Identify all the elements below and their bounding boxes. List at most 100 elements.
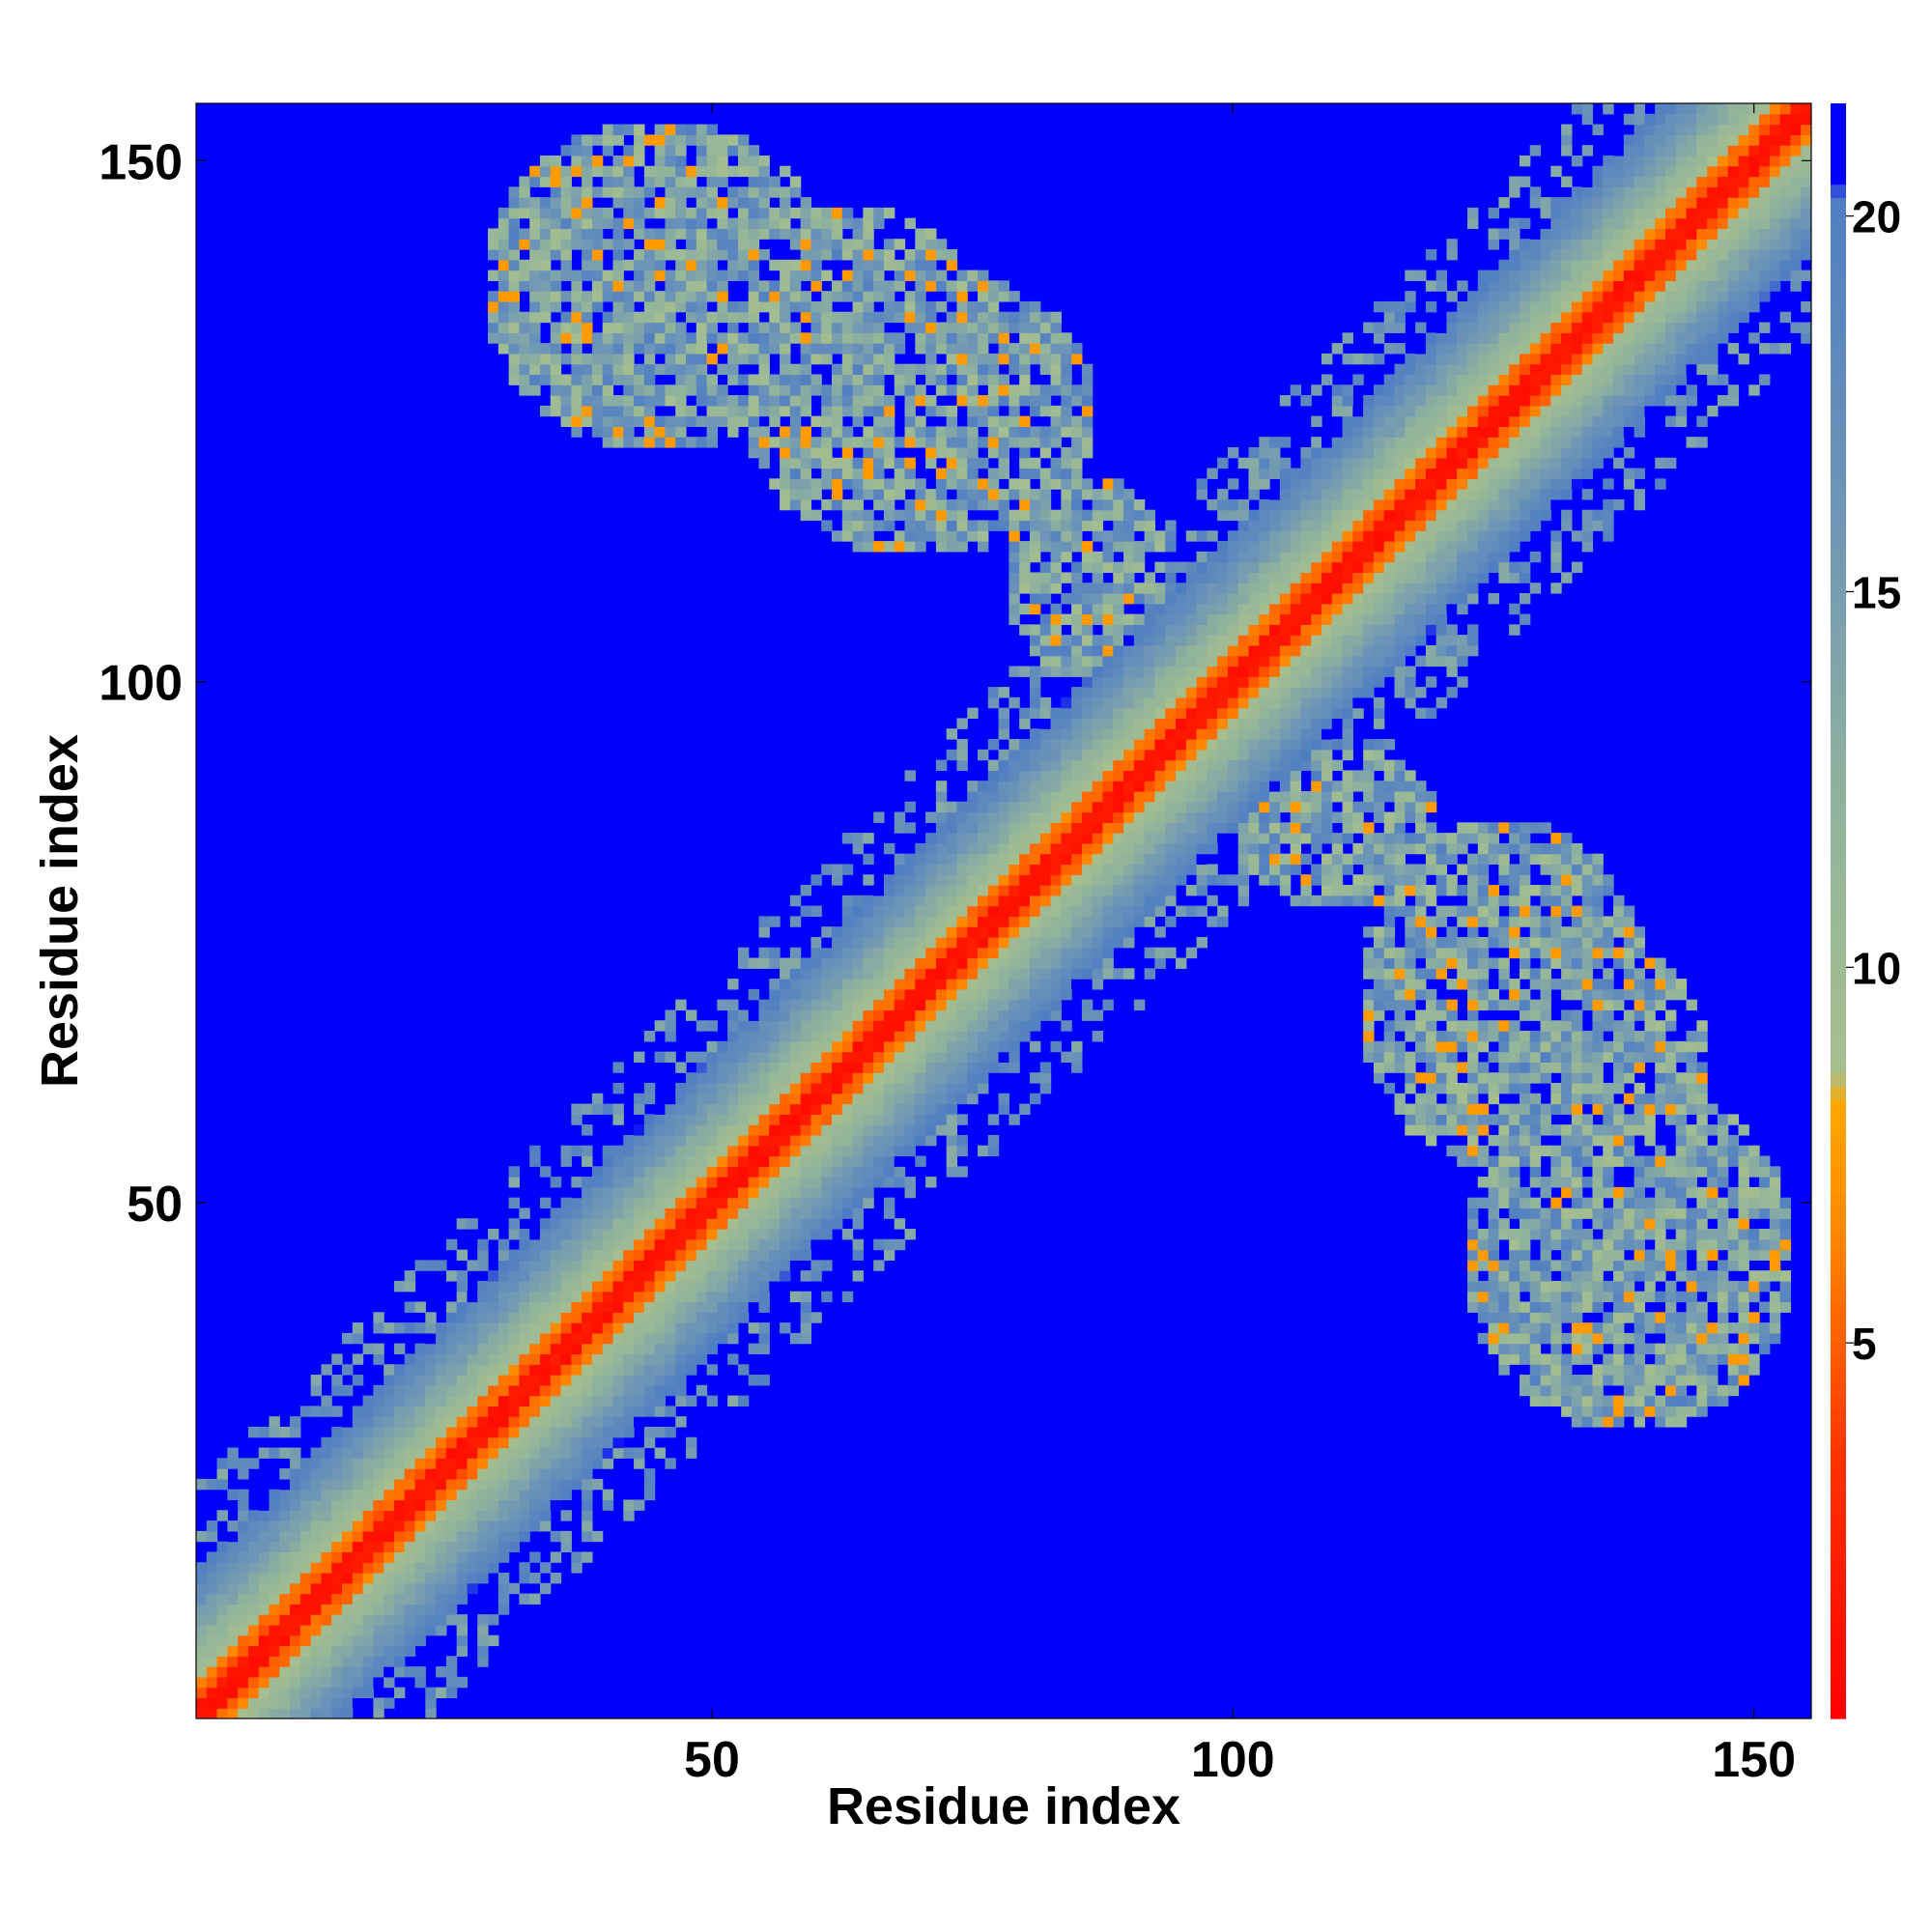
heatmap-cell	[1154, 624, 1166, 636]
heatmap-cell	[467, 1447, 478, 1459]
heatmap-cell	[362, 1447, 374, 1459]
heatmap-cell	[894, 1072, 906, 1084]
heatmap-cell	[1165, 833, 1177, 844]
heatmap-cell	[769, 395, 781, 407]
heatmap-cell	[758, 1009, 770, 1021]
heatmap-cell	[1165, 885, 1177, 896]
heatmap-cell	[915, 864, 926, 875]
heatmap-cell	[1039, 968, 1052, 980]
heatmap-cell	[1061, 749, 1072, 761]
heatmap-cell	[1050, 988, 1062, 1001]
heatmap-cell	[1071, 384, 1083, 396]
heatmap-cell	[1123, 749, 1135, 761]
heatmap-cell	[685, 1166, 697, 1178]
heatmap-cell	[602, 1426, 614, 1438]
heatmap-cell	[497, 1447, 510, 1459]
heatmap-cell	[841, 936, 854, 949]
heatmap-cell	[935, 437, 948, 448]
heatmap-cell	[1248, 790, 1260, 803]
heatmap-cell	[769, 343, 781, 355]
heatmap-cell	[1019, 478, 1031, 490]
heatmap-cell	[821, 1134, 833, 1147]
heatmap-cell	[925, 1124, 937, 1136]
heatmap-cell	[519, 207, 530, 219]
heatmap-cell	[290, 1572, 301, 1584]
heatmap-cell	[445, 1604, 458, 1615]
heatmap-cell	[1196, 655, 1208, 668]
heatmap-cell	[769, 405, 781, 417]
heatmap-cell	[393, 1530, 406, 1543]
heatmap-cell	[935, 280, 948, 292]
heatmap-cell	[310, 1645, 323, 1657]
heatmap-cell	[654, 270, 667, 281]
heatmap-cell	[1123, 551, 1135, 563]
heatmap-cell	[810, 1020, 822, 1032]
heatmap-cell	[685, 415, 697, 427]
heatmap-cell	[1092, 968, 1104, 980]
heatmap-cell	[1081, 790, 1094, 803]
heatmap-cell	[904, 1082, 916, 1094]
heatmap-cell	[654, 1208, 667, 1219]
heatmap-cell	[258, 1656, 270, 1667]
heatmap-cell	[780, 1145, 791, 1157]
heatmap-cell	[800, 1197, 812, 1209]
heatmap-cell	[331, 1489, 343, 1501]
heatmap-cell	[571, 1375, 582, 1386]
heatmap-cell	[1102, 666, 1114, 677]
heatmap-cell	[925, 999, 937, 1011]
heatmap-cell	[1061, 968, 1072, 980]
heatmap-cell	[1019, 395, 1031, 407]
heatmap-cell	[852, 1208, 864, 1219]
heatmap-cell	[675, 353, 687, 365]
heatmap-cell	[727, 1009, 739, 1021]
heatmap-cell	[852, 541, 864, 553]
heatmap-cell	[310, 1624, 323, 1636]
heatmap-cell	[591, 155, 604, 167]
heatmap-cell	[1009, 864, 1020, 875]
heatmap-cell	[967, 530, 979, 542]
heatmap-cell	[675, 1312, 687, 1323]
heatmap-cell	[362, 1541, 374, 1553]
heatmap-cell	[1081, 936, 1094, 949]
heatmap-cell	[321, 1364, 332, 1376]
heatmap-cell	[290, 1530, 301, 1543]
heatmap-cell	[227, 1520, 239, 1532]
heatmap-cell	[1019, 384, 1031, 396]
heatmap-cell	[539, 280, 552, 292]
heatmap-cell	[852, 833, 864, 844]
heatmap-cell	[978, 270, 989, 281]
heatmap-cell	[1071, 520, 1083, 531]
heatmap-cell	[1123, 592, 1135, 605]
heatmap-cell	[1029, 582, 1041, 594]
heatmap-cell	[612, 155, 624, 167]
heatmap-cell	[748, 1208, 760, 1219]
heatmap-cell	[623, 363, 635, 376]
heatmap-cell	[1269, 801, 1281, 813]
heatmap-cell	[748, 1155, 760, 1167]
heatmap-cell	[477, 1291, 489, 1303]
heatmap-cell	[582, 134, 593, 146]
heatmap-cell	[508, 1353, 520, 1365]
heatmap-cell	[1050, 916, 1062, 927]
heatmap-cell	[1081, 415, 1094, 427]
heatmap-cell	[1217, 833, 1229, 844]
heatmap-cell	[800, 270, 812, 281]
heatmap-cell	[1102, 833, 1114, 844]
heatmap-cell	[290, 1499, 301, 1511]
heatmap-cell	[894, 1062, 906, 1073]
heatmap-cell	[612, 300, 624, 313]
heatmap-cell	[758, 1051, 770, 1064]
heatmap-cell	[758, 343, 770, 355]
heatmap-cell	[342, 1697, 354, 1709]
heatmap-cell	[852, 489, 864, 500]
heatmap-cell	[196, 1676, 208, 1689]
heatmap-cell	[352, 1541, 364, 1553]
heatmap-cell	[915, 249, 926, 261]
heatmap-cell	[978, 999, 989, 1011]
heatmap-cell	[342, 1478, 354, 1491]
heatmap-cell	[1009, 291, 1020, 302]
heatmap-cell	[643, 249, 656, 261]
heatmap-cell	[946, 1103, 958, 1115]
heatmap-cell	[1217, 822, 1229, 834]
heatmap-cell	[1123, 926, 1135, 938]
